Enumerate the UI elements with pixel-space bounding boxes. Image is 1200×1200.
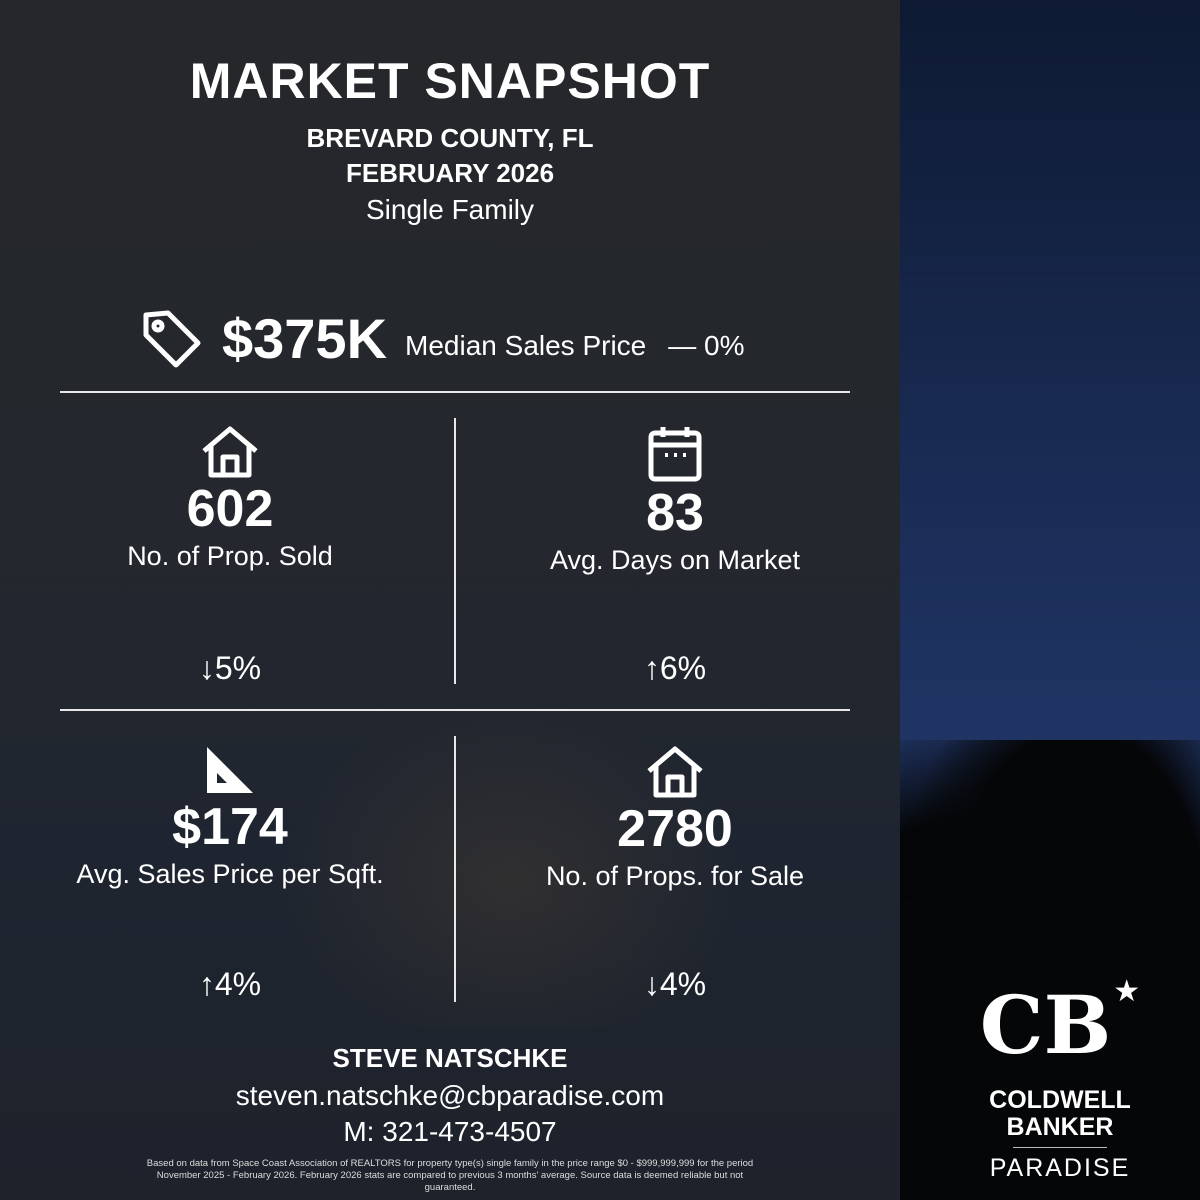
calendar-icon [648,427,702,482]
divider [454,418,456,684]
divider [454,736,456,1002]
coldwell-banker-logo: CB ★ COLDWELL BANKER PARADISE [960,975,1160,1182]
stat-value: 602 [186,480,274,538]
stat-props-sold: 602 No. of Prop. Sold ↓5% [33,425,427,687]
period: FEBRUARY 2026 [345,158,555,188]
logo-text: COLDWELL [989,1086,1131,1114]
agent-email[interactable]: steven.natschke@cbparadise.com [235,1080,665,1111]
disclaimer: Based on data from Space Coast Associati… [146,1158,754,1193]
property-type: Single Family [365,194,535,225]
house-icon [202,426,258,478]
stat-label: Avg. Days on Market [549,545,801,575]
stat-value: 83 [646,484,704,542]
divider [60,709,850,711]
stat-change: ↓5% [199,649,261,687]
stat-change: ↓4% [644,965,706,1003]
house-background-photo [280,700,740,1030]
stat-label: Avg. Sales Price per Sqft. [76,859,384,889]
tree-silhouette-base [900,900,1200,1200]
agent-name: STEVE NATSCHKE [332,1043,568,1073]
page-title: MARKET SNAPSHOT [189,53,711,109]
median-price-value: $375K [222,307,388,370]
arrow-up-icon: ↑ [643,650,660,686]
change-value: 4% [214,966,262,1002]
arrow-up-icon: ↑ [198,966,215,1002]
content-panel [0,0,900,1200]
divider [60,391,850,393]
stat-value: 2780 [617,800,733,858]
location: BREVARD COUNTY, FL [306,123,594,153]
stat-label: No. of Props. for Sale [545,861,805,891]
logo-divider [1013,1147,1107,1148]
stat-days-on-market: 83 Avg. Days on Market ↑6% [478,425,872,687]
stat-price-per-sqft: $174 Avg. Sales Price per Sqft. ↑4% [33,745,427,1003]
price-tag-icon [143,310,201,367]
stat-label: No. of Prop. Sold [127,541,333,571]
star-icon: ★ [1113,975,1141,1008]
cb-logo-mark: CB ★ [960,975,1160,1087]
logo-text: BANKER [1006,1113,1114,1141]
median-price-label: Median Sales Price [405,329,647,361]
agent-phone[interactable]: M: 321-473-4507 [343,1116,557,1147]
change-value: 6% [659,650,707,686]
logo-mark-text: CB [979,978,1112,1072]
stat-props-for-sale: 2780 No. of Props. for Sale ↓4% [478,745,872,1003]
stat-value: $174 [172,798,288,856]
median-price-change: — 0% [668,329,745,361]
change-value: 5% [214,650,262,686]
arrow-down-icon: ↓ [643,966,660,1002]
stat-change: ↑4% [199,965,261,1003]
arrow-down-icon: ↓ [198,650,215,686]
stat-change: ↑6% [644,649,706,687]
logo-text: PARADISE [989,1154,1131,1182]
change-value: 4% [659,966,707,1002]
median-price-row: $375K Median Sales Price — 0% [140,306,745,371]
ruler-triangle-icon [207,747,253,793]
house-icon [647,746,703,798]
